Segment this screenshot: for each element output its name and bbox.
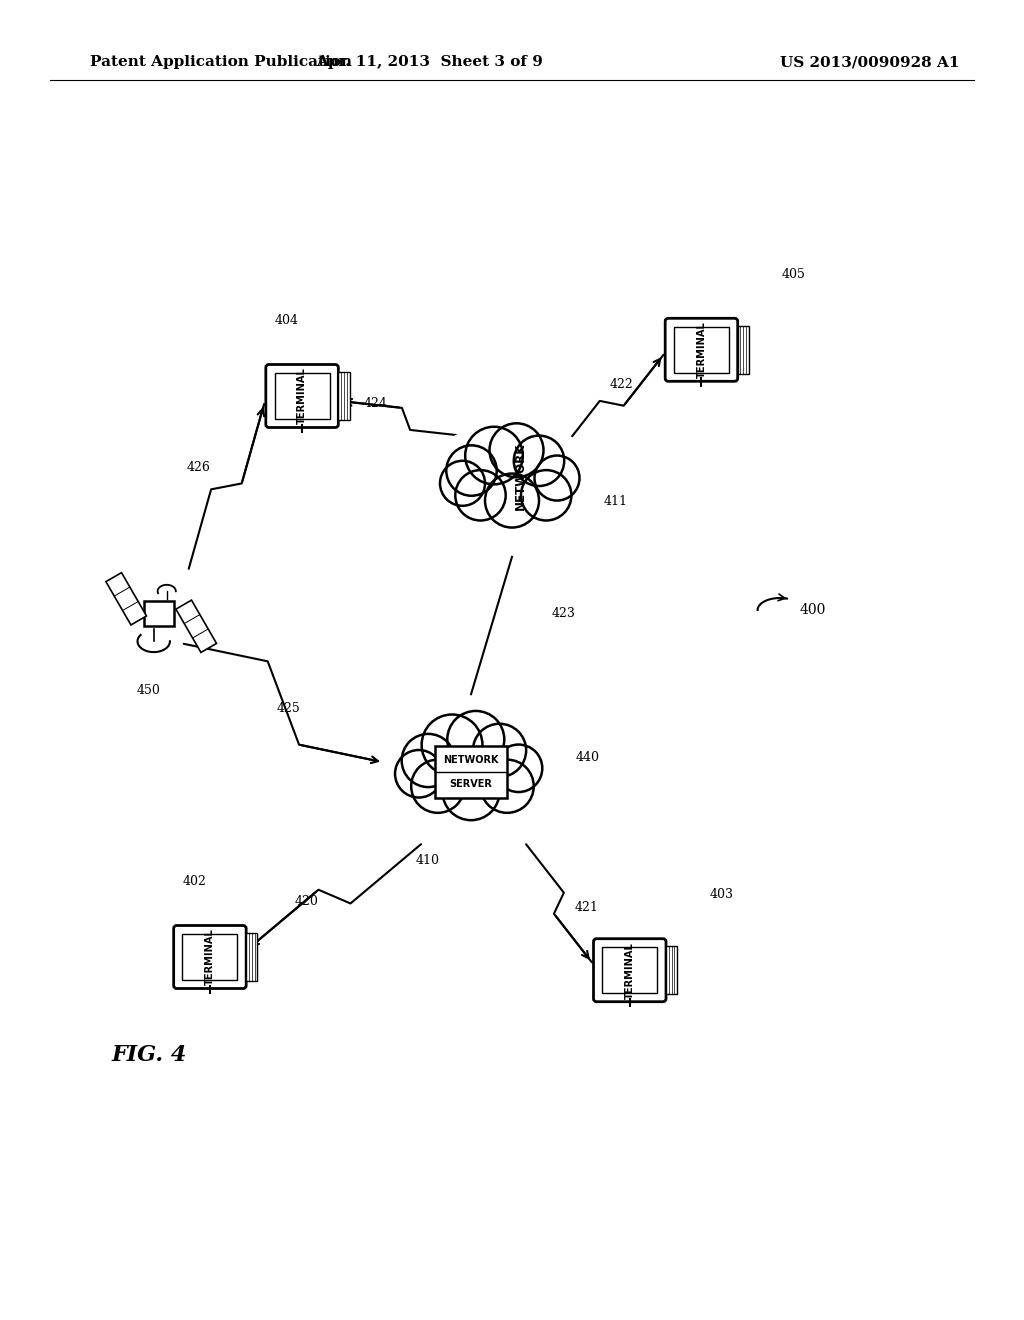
Circle shape	[422, 714, 482, 775]
Circle shape	[412, 759, 465, 813]
Bar	[737, 326, 749, 374]
Circle shape	[440, 461, 485, 506]
Bar	[674, 327, 729, 372]
Circle shape	[535, 455, 580, 500]
Circle shape	[485, 474, 539, 528]
Text: NETWORK: NETWORK	[513, 444, 526, 511]
Text: FIG. 4: FIG. 4	[112, 1044, 187, 1067]
Bar	[246, 933, 257, 981]
Text: 424: 424	[365, 397, 388, 411]
Circle shape	[456, 470, 506, 520]
Text: 421: 421	[574, 902, 599, 915]
Text: 405: 405	[781, 268, 806, 281]
Text: 411: 411	[604, 495, 628, 508]
Circle shape	[489, 424, 544, 478]
Circle shape	[480, 759, 534, 813]
Text: 404: 404	[275, 314, 299, 327]
Text: 426: 426	[186, 462, 210, 474]
Text: US 2013/0090928 A1: US 2013/0090928 A1	[780, 55, 959, 69]
Text: 403: 403	[710, 888, 734, 902]
Bar	[274, 374, 330, 418]
Text: TERMINAL: TERMINAL	[205, 929, 215, 985]
Bar	[435, 746, 507, 799]
Circle shape	[447, 711, 504, 768]
FancyBboxPatch shape	[266, 364, 338, 428]
Circle shape	[446, 445, 497, 496]
Circle shape	[514, 436, 564, 486]
Text: 422: 422	[610, 379, 634, 391]
Circle shape	[401, 734, 455, 787]
Circle shape	[442, 763, 500, 820]
Text: Apr. 11, 2013  Sheet 3 of 9: Apr. 11, 2013 Sheet 3 of 9	[316, 55, 544, 69]
Text: Patent Application Publication: Patent Application Publication	[90, 55, 352, 69]
Text: TERMINAL: TERMINAL	[625, 942, 635, 998]
FancyBboxPatch shape	[174, 925, 246, 989]
Circle shape	[465, 426, 523, 484]
Text: 440: 440	[577, 751, 600, 764]
Text: TERMINAL: TERMINAL	[696, 322, 707, 378]
FancyBboxPatch shape	[594, 939, 666, 1002]
Text: 420: 420	[295, 895, 318, 908]
Ellipse shape	[376, 710, 566, 834]
Text: 410: 410	[416, 854, 440, 867]
FancyBboxPatch shape	[666, 318, 737, 381]
Bar	[182, 935, 238, 979]
Bar	[666, 946, 677, 994]
Bar	[143, 602, 174, 626]
Circle shape	[495, 744, 543, 792]
Text: 400: 400	[800, 603, 826, 616]
Bar	[602, 948, 657, 993]
Polygon shape	[176, 601, 216, 652]
Text: SERVER: SERVER	[450, 779, 493, 789]
Bar	[338, 372, 349, 420]
Text: 402: 402	[183, 875, 207, 888]
Text: 425: 425	[276, 702, 300, 715]
Text: NETWORK: NETWORK	[443, 755, 499, 766]
Ellipse shape	[422, 422, 602, 541]
Text: 423: 423	[552, 607, 575, 620]
Text: TERMINAL: TERMINAL	[297, 368, 307, 424]
Circle shape	[395, 750, 442, 797]
Circle shape	[521, 470, 571, 520]
Text: 450: 450	[137, 684, 161, 697]
Polygon shape	[105, 573, 146, 624]
Circle shape	[473, 723, 526, 777]
